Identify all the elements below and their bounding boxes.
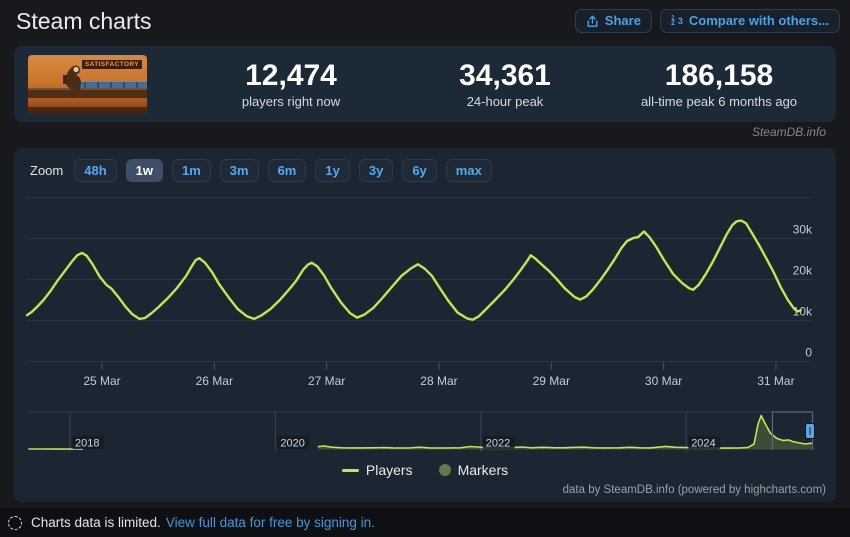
- svg-text:2024: 2024: [691, 438, 715, 450]
- players-line-chart[interactable]: 0 10k 20k 30k 25 Mar 26 Mar 27 Mar 28 Mar 29 Mar…: [14, 186, 836, 400]
- stats-bar: SATISFACTORY 12,474 players right now 34…: [14, 46, 836, 122]
- stat-24h-peak: 34,361 24-hour peak: [398, 58, 612, 109]
- footer-bar: Charts data is limited. View full data f…: [0, 508, 850, 537]
- zoom-option-3y[interactable]: 3y: [358, 159, 394, 182]
- stat-current-players: 12,474 players right now: [184, 58, 398, 109]
- zoom-toolbar: Zoom 48h 1w 1m 3m 6m 1y 3y 6y max: [30, 159, 492, 182]
- loading-spinner-icon: [8, 515, 22, 530]
- sign-in-link[interactable]: View full data for free by signing in.: [165, 515, 375, 530]
- page-title: Steam charts: [16, 7, 152, 34]
- zoom-option-1m[interactable]: 1m: [171, 159, 211, 182]
- capsule-logo: SATISFACTORY: [81, 60, 142, 69]
- legend-item-markers[interactable]: Markers: [438, 462, 509, 478]
- capsule-bottom-strip: [28, 107, 147, 114]
- zoom-option-3m[interactable]: 3m: [219, 159, 259, 182]
- svg-text:28 Mar: 28 Mar: [420, 374, 457, 388]
- capsule-containers: [73, 82, 147, 90]
- zoom-options: 48h 1w 1m 3m 6m 1y 3y 6y max: [74, 159, 492, 182]
- players-line-swatch: [341, 468, 359, 472]
- svg-text:29 Mar: 29 Mar: [533, 374, 570, 388]
- zoom-option-1y[interactable]: 1y: [315, 159, 350, 182]
- zoom-option-48h[interactable]: 48h: [74, 159, 117, 182]
- share-icon: [587, 15, 598, 27]
- svg-text:26 Mar: 26 Mar: [196, 374, 233, 388]
- chart-legend: Players Markers: [14, 462, 836, 478]
- legend-markers-label: Markers: [457, 462, 509, 478]
- game-capsule[interactable]: SATISFACTORY: [28, 55, 147, 114]
- zoom-option-1w[interactable]: 1w: [125, 159, 163, 182]
- svg-text:2022: 2022: [486, 438, 510, 450]
- capsule-character: [62, 65, 81, 99]
- compare-label: Compare with others...: [688, 13, 829, 28]
- stat-row: 12,474 players right now 34,361 24-hour …: [184, 46, 826, 122]
- footer-notice: Charts data is limited.: [31, 515, 161, 530]
- share-button[interactable]: Share: [574, 9, 652, 33]
- chart-navigator[interactable]: 2018 2020 2022 2024: [14, 406, 836, 455]
- markers-dot-swatch: [438, 464, 451, 476]
- svg-text:31 Mar: 31 Mar: [757, 374, 794, 388]
- capsule-conveyor: [28, 88, 147, 99]
- svg-text:25 Mar: 25 Mar: [83, 374, 120, 388]
- legend-item-players[interactable]: Players: [341, 462, 413, 478]
- stat-value: 34,361: [459, 58, 551, 92]
- chart-card: Zoom 48h 1w 1m 3m 6m 1y 3y 6y max 0 10k 20k 30k 25 M…: [14, 148, 836, 502]
- svg-text:0: 0: [805, 346, 812, 360]
- svg-text:27 Mar: 27 Mar: [308, 374, 345, 388]
- svg-text:2020: 2020: [280, 438, 304, 450]
- zoom-option-6m[interactable]: 6m: [267, 159, 307, 182]
- svg-text:2018: 2018: [75, 438, 99, 450]
- zoom-label: Zoom: [30, 163, 64, 178]
- stat-alltime-peak: 186,158 all-time peak 6 months ago: [612, 58, 826, 109]
- svg-text:20k: 20k: [793, 264, 813, 278]
- stat-label: players right now: [241, 93, 341, 109]
- compare-icon-digit: 3: [677, 16, 683, 26]
- navigator-handle[interactable]: [805, 423, 816, 439]
- share-label: Share: [604, 13, 641, 28]
- stat-label: 24-hour peak: [466, 93, 544, 109]
- zoom-option-max[interactable]: max: [445, 159, 492, 182]
- svg-text:30 Mar: 30 Mar: [645, 374, 682, 388]
- stat-value: 186,158: [664, 58, 774, 92]
- chart-credits: data by SteamDB.info (powered by highcha…: [562, 484, 826, 496]
- legend-players-label: Players: [365, 462, 413, 478]
- svg-text:30k: 30k: [793, 223, 813, 237]
- stat-label: all-time peak 6 months ago: [640, 93, 798, 109]
- svg-text:10k: 10k: [793, 305, 813, 319]
- zoom-option-6y[interactable]: 6y: [402, 159, 437, 182]
- steamdb-watermark: SteamDB.info: [751, 125, 826, 139]
- stat-value: 12,474: [245, 58, 337, 92]
